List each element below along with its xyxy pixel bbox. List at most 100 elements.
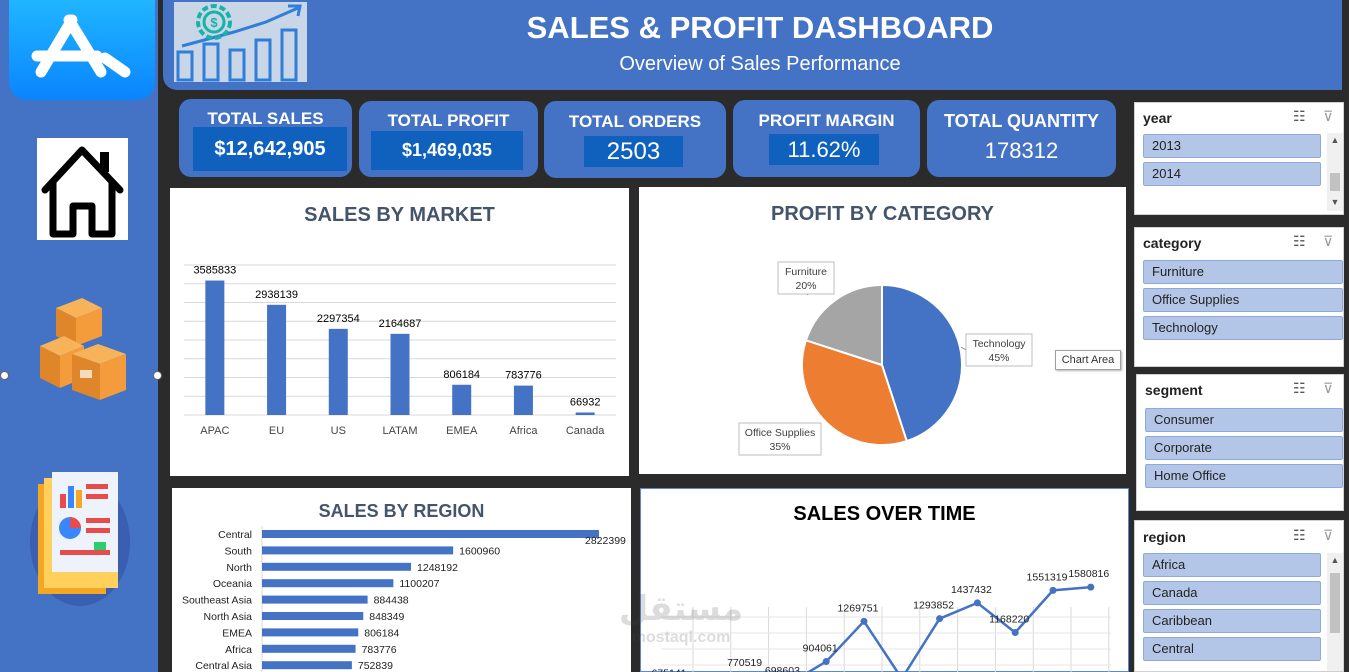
category-slicer[interactable]: category ☷ ⊽ Furniture Office Supplies T…: [1134, 227, 1344, 367]
multi-select-icon[interactable]: ☷: [1293, 108, 1306, 124]
growth-logo-icon: $: [174, 2, 307, 82]
boxes-icon[interactable]: [36, 294, 130, 402]
sidebar: [0, 0, 158, 672]
resize-handle-right[interactable]: [153, 371, 162, 380]
category-label: Canada: [566, 425, 605, 437]
bar: [262, 595, 368, 604]
slicer-item[interactable]: Technology: [1143, 316, 1343, 340]
header-banner: [163, 0, 1342, 90]
clear-filter-icon[interactable]: ⊽: [1323, 233, 1334, 249]
category-label: EMEA: [222, 627, 252, 639]
slicer-item[interactable]: Furniture: [1143, 260, 1343, 284]
data-label: 770519: [727, 657, 762, 669]
sales-by-market-chart: 3585833 APAC 2938139 EU 2297354 US 2164687 LATA…: [184, 264, 616, 437]
slicer-item[interactable]: 2013: [1143, 134, 1321, 158]
data-label: 783776: [505, 370, 542, 382]
scroll-thumb[interactable]: [1330, 573, 1340, 633]
chart-title: PROFIT BY CATEGORY: [771, 203, 994, 225]
bar: [513, 385, 533, 415]
chart-area-tooltip: Chart Area: [1055, 350, 1121, 370]
slicer-item[interactable]: Canada: [1143, 581, 1321, 605]
slicer-item[interactable]: Central: [1143, 637, 1321, 661]
data-label: 1293852: [913, 600, 954, 612]
slicer-item[interactable]: Office Supplies: [1143, 288, 1343, 312]
kpi-label: TOTAL PROFIT: [387, 111, 510, 130]
data-label: 1580816: [1068, 568, 1109, 580]
kpi-label: TOTAL QUANTITY: [944, 111, 1099, 131]
sales-by-market-panel[interactable]: SALES BY MARKET 3585833 APAC 2938139 EU 2297…: [170, 188, 629, 476]
category-label: Central: [218, 529, 252, 541]
bar: [452, 384, 472, 415]
resize-handle-left[interactable]: [0, 371, 9, 380]
data-label: 1248192: [417, 562, 458, 574]
slicer-scrollbar[interactable]: ▲ ▼: [1327, 133, 1343, 211]
scroll-up-icon[interactable]: ▲: [1330, 135, 1340, 145]
clear-filter-icon[interactable]: ⊽: [1323, 380, 1334, 396]
clear-filter-icon[interactable]: ⊽: [1323, 108, 1334, 124]
data-label: 675141: [651, 668, 686, 672]
category-label: Central Asia: [195, 660, 252, 672]
data-point: [822, 658, 830, 666]
data-point: [973, 599, 981, 607]
slicer-item[interactable]: 2014: [1143, 162, 1321, 186]
data-label: 884438: [374, 595, 409, 607]
data-label: 2938139: [255, 289, 298, 301]
slicer-item[interactable]: Corporate: [1145, 436, 1343, 460]
slice-label: Office Supplies: [745, 427, 815, 439]
data-label: 2822399: [585, 535, 626, 547]
category-label: APAC: [200, 425, 229, 437]
data-label: 66932: [570, 396, 601, 408]
data-label: 783776: [362, 644, 397, 656]
slicer-item[interactable]: Africa: [1143, 553, 1321, 577]
sales-by-region-panel[interactable]: SALES BY REGION Central 2822399 South 16009…: [172, 488, 631, 672]
category-label: Africa: [225, 644, 252, 656]
year-slicer[interactable]: year ☷ ⊽ 2013 2014 ▲ ▼: [1134, 102, 1344, 215]
data-label: 904061: [803, 643, 838, 655]
app-store-icon[interactable]: [9, 0, 155, 100]
data-label: 1168220: [989, 613, 1029, 625]
pie-slice: [881, 283, 963, 443]
leader-line: [960, 346, 967, 351]
bar: [267, 304, 287, 415]
bar: [205, 280, 225, 415]
data-label: 698603: [765, 665, 800, 672]
pie-slice: [804, 283, 883, 367]
multi-select-icon[interactable]: ☷: [1293, 380, 1306, 396]
data-label: 2297354: [317, 313, 360, 325]
svg-text:$: $: [210, 15, 218, 30]
slicer-item[interactable]: Caribbean: [1143, 609, 1321, 633]
kpi-value: 11.62%: [769, 134, 879, 165]
region-slicer[interactable]: region ☷ ⊽ Africa Canada Caribbean Centr…: [1134, 520, 1344, 672]
multi-select-icon[interactable]: ☷: [1293, 527, 1306, 543]
category-label: EU: [269, 425, 284, 437]
scroll-up-icon[interactable]: ▲: [1330, 555, 1340, 565]
slicer-item[interactable]: Home Office: [1145, 464, 1343, 488]
profit-by-category-panel[interactable]: PROFIT BY CATEGORY Technology 45% Office S…: [639, 187, 1126, 474]
slicer-title: region: [1143, 529, 1186, 545]
clear-filter-icon[interactable]: ⊽: [1323, 527, 1334, 543]
report-icon[interactable]: [28, 470, 130, 608]
slice-percent: 45%: [988, 352, 1009, 364]
segment-slicer[interactable]: segment ☷ ⊽ Consumer Corporate Home Offi…: [1136, 374, 1344, 511]
kpi-total-sales: TOTAL SALES $12,642,905: [179, 99, 352, 177]
bar: [575, 412, 595, 415]
kpi-value: 2503: [584, 136, 683, 167]
scroll-down-icon[interactable]: ▼: [1330, 197, 1340, 207]
data-point: [1011, 628, 1019, 636]
data-label: 1269751: [838, 602, 879, 614]
multi-select-icon[interactable]: ☷: [1293, 233, 1306, 249]
data-point: [1049, 586, 1057, 594]
category-label: Oceania: [213, 578, 252, 590]
category-label: North: [226, 562, 252, 574]
slice-percent: 20%: [795, 280, 816, 292]
data-label: 848349: [369, 611, 404, 623]
sales-over-time-chart: 6751415437687705196986039040611269751749…: [651, 568, 1111, 672]
slicer-item[interactable]: Consumer: [1145, 408, 1343, 432]
sales-over-time-panel[interactable]: SALES OVER TIME 675141543768770519698603…: [619, 488, 1129, 672]
data-label: 1100207: [399, 578, 439, 590]
bar: [262, 628, 359, 637]
home-icon[interactable]: [37, 138, 128, 240]
bar: [262, 644, 356, 653]
scroll-thumb[interactable]: [1330, 173, 1340, 191]
slicer-scrollbar[interactable]: ▲: [1327, 553, 1343, 671]
